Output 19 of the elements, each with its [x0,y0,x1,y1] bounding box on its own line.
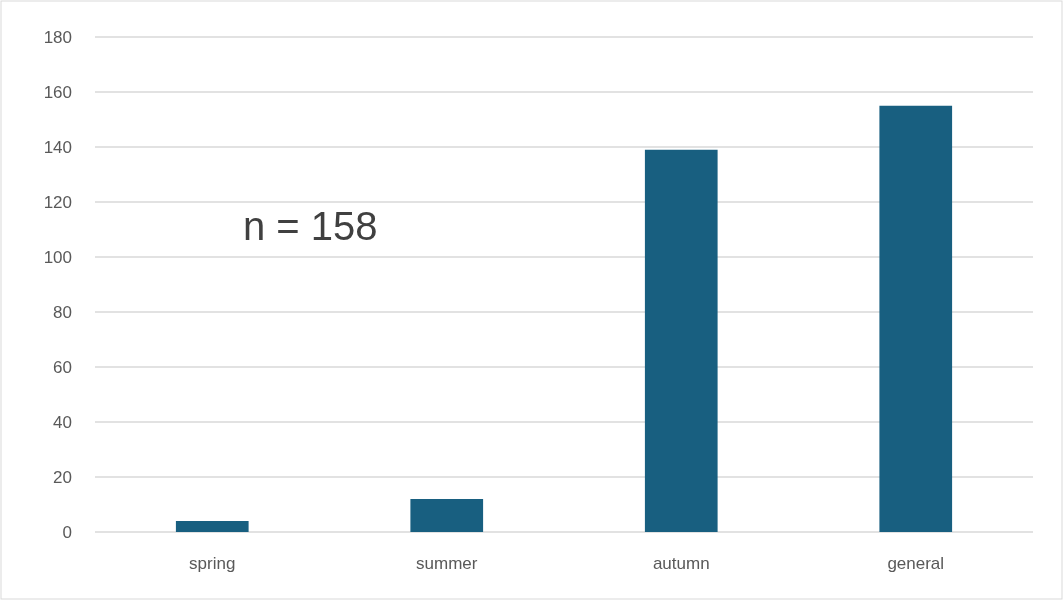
y-tick-label: 0 [62,522,72,542]
bar [175,521,249,532]
y-tick-label: 100 [43,247,72,267]
y-tick-label: 160 [43,82,72,102]
x-tick-label: general [887,554,945,573]
x-tick-label: spring [189,554,236,573]
x-tick-label: autumn [652,554,710,573]
y-tick-label: 120 [43,192,72,212]
y-tick-label: 60 [53,357,72,377]
y-tick-label: 20 [53,467,72,487]
x-tick-label: summer [416,554,478,573]
y-tick-label: 40 [53,412,72,432]
y-tick-label: 80 [53,302,72,322]
bar [410,499,484,532]
y-tick-label: 140 [43,137,72,157]
annotation: n = 158 [243,204,378,248]
bar [644,149,718,532]
bar [879,105,953,532]
y-tick-label: 180 [43,27,72,47]
